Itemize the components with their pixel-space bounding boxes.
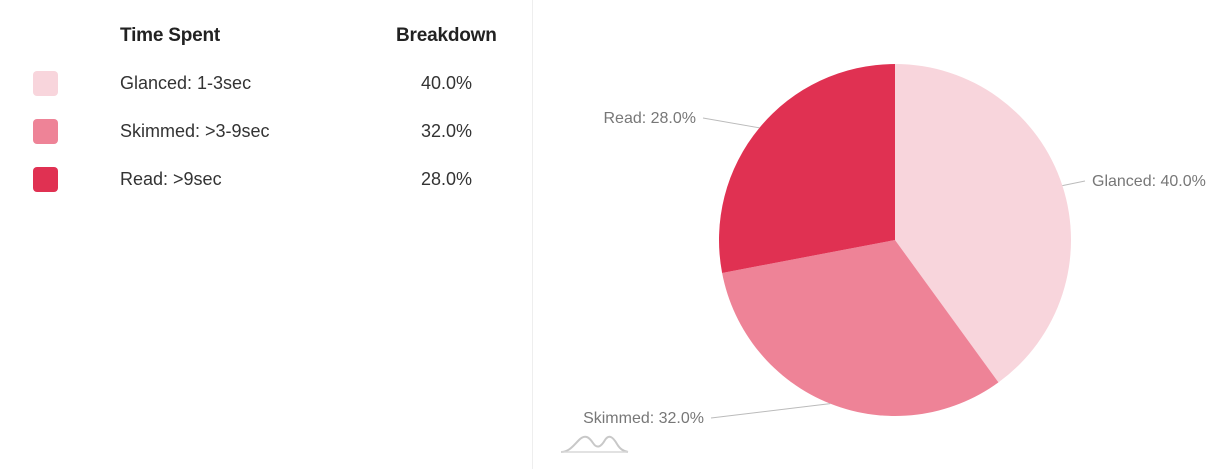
legend-swatch-glanced xyxy=(33,71,58,96)
panel-divider xyxy=(532,0,533,469)
column-header-time-spent: Time Spent xyxy=(120,25,221,46)
pie-labels: Glanced: 40.0% Skimmed: 32.0% Read: 28.0% xyxy=(583,110,1206,427)
pie-chart: Glanced: 40.0% Skimmed: 32.0% Read: 28.0% xyxy=(560,64,1206,453)
leader-line-read xyxy=(702,117,760,129)
leader-line-glanced xyxy=(1062,180,1086,187)
row-label-glanced: Glanced: 1-3sec xyxy=(120,73,252,93)
pie-slice-glanced xyxy=(895,64,1071,383)
pie-chart-panel: Glanced: 40.0% Skimmed: 32.0% Read: 28.0% xyxy=(533,0,1228,469)
column-header-breakdown: Breakdown xyxy=(396,25,497,46)
breakdown-table: Time Spent Breakdown Glanced: 1-3sec 40.… xyxy=(0,0,532,469)
pie-slice-skimmed xyxy=(722,240,999,417)
row-label-skimmed: Skimmed: >3-9sec xyxy=(120,121,270,141)
table-row-read: Read: >9sec 28.0% xyxy=(0,166,532,196)
pie-label-skimmed: Skimmed: 32.0% xyxy=(583,410,704,427)
legend-swatch-skimmed xyxy=(33,119,58,144)
legend-swatch-read xyxy=(33,167,58,192)
pie-slices xyxy=(719,64,1071,417)
leader-line-skimmed xyxy=(710,403,831,419)
row-value-glanced: 40.0% xyxy=(420,73,472,93)
row-label-read: Read: >9sec xyxy=(120,169,222,189)
table-row-skimmed: Skimmed: >3-9sec 32.0% xyxy=(0,118,532,148)
pie-label-glanced: Glanced: 40.0% xyxy=(1092,173,1206,190)
pie-label-read: Read: 28.0% xyxy=(603,110,696,127)
pie-leader-lines xyxy=(702,117,1086,419)
pie-slice-read xyxy=(719,64,895,273)
row-value-skimmed: 32.0% xyxy=(420,121,472,141)
table-row-glanced: Glanced: 1-3sec 40.0% xyxy=(0,70,532,100)
row-value-read: 28.0% xyxy=(420,169,472,189)
sparkline-logo-icon xyxy=(560,435,629,453)
